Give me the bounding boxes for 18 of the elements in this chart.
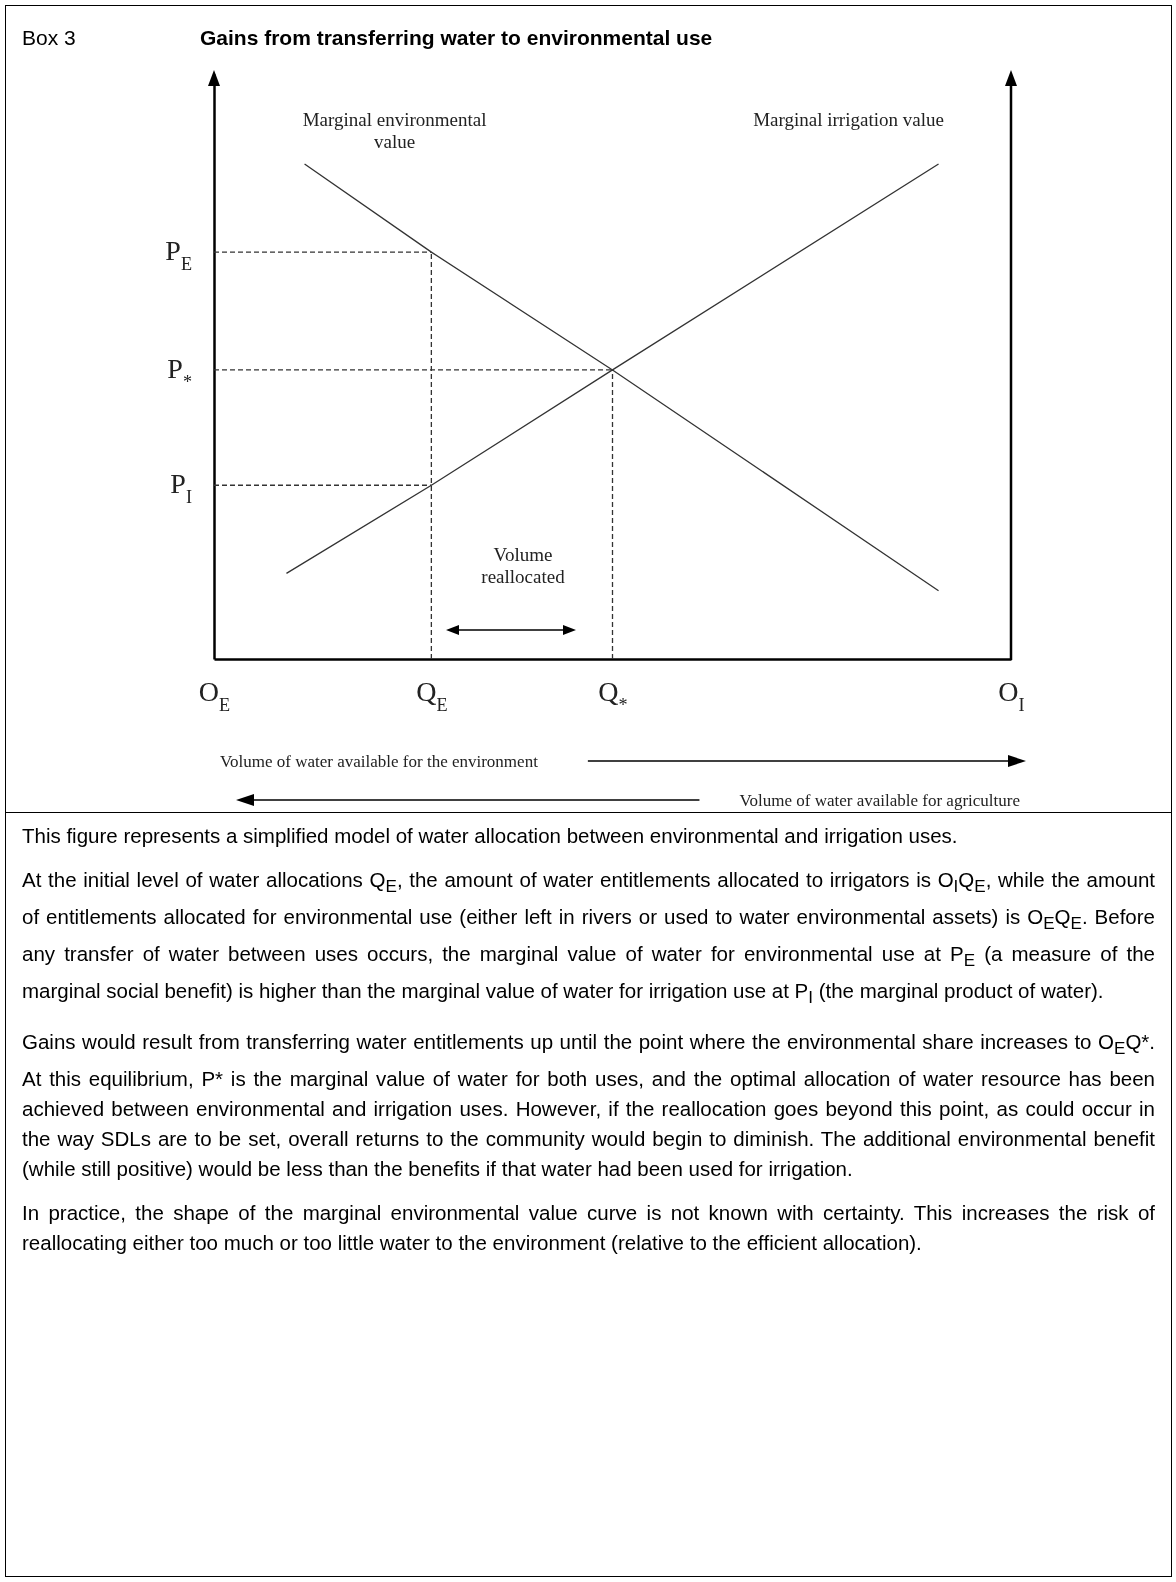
series-label: Marginal irrigation value [753,109,944,130]
x-tick-label: O$_{E}$ [198,676,231,715]
ref-line-label: P$_{I}$ [170,468,192,508]
ref-line-label: P$_{*}$ [167,352,192,392]
text: At the initial level of water allocations Q$_{E}$, the amount of water entitlements allocated to irrigators is O$_{I}$Q$_{E}$, while the amount of entitlements allocated for environmental use (either left in rivers or used to water environmental assets) is O$_{E}$Q$_{E}$. Before any transfer of water between uses occurs, the marginal value of water for environmental use at P$_{E}$ (a measure of the marginal social benefit) is higher than the marginal value of water for irrigation use at P$_{I}$ (the marginal product of water). [22,868,1155,1008]
x-tick-label: Q$_{*}$ [598,676,628,715]
text: Box 3 [22,26,76,49]
annotation: Volume reallocated [481,544,566,588]
x-tick-label: O$_{I}$ [998,676,1025,715]
x-axis-title: Volume of water available for the environment [220,752,539,771]
text: Gains would result from transferring water entitlements up until the point where the environmental share increases to O$_{E}$Q*. At this equilibrium, P* is the marginal value of water for both uses, and the optimal allocation of water resource has been achieved between environmental and irrigation uses. However, if the reallocation goes beyond this point, as could occur in the way SDLs are to be set, overall returns to the community would begin to diminish. The additional environmental benefit (while still positive) would be less than the benefits if that water had been used for irrigation. [22,1029,1155,1183]
text: Volume of water available for agriculture [739,791,1020,810]
chart-title: Gains from transferring water to environmental use [200,26,713,50]
ref-line-label: P$_{E}$ [165,235,192,274]
text: This figure represents a simplified model of water allocation between environmental and irrigation uses. [22,823,959,849]
series-label: Marginal environmental value [302,109,487,153]
x-tick-label: Q$_{E}$ [416,676,448,715]
text: In practice, the shape of the marginal environmental value curve is not known with certainty. This increases the risk of reallocating either too much or too little water to the environment (relative to the efficient allocation). [22,1200,1155,1257]
